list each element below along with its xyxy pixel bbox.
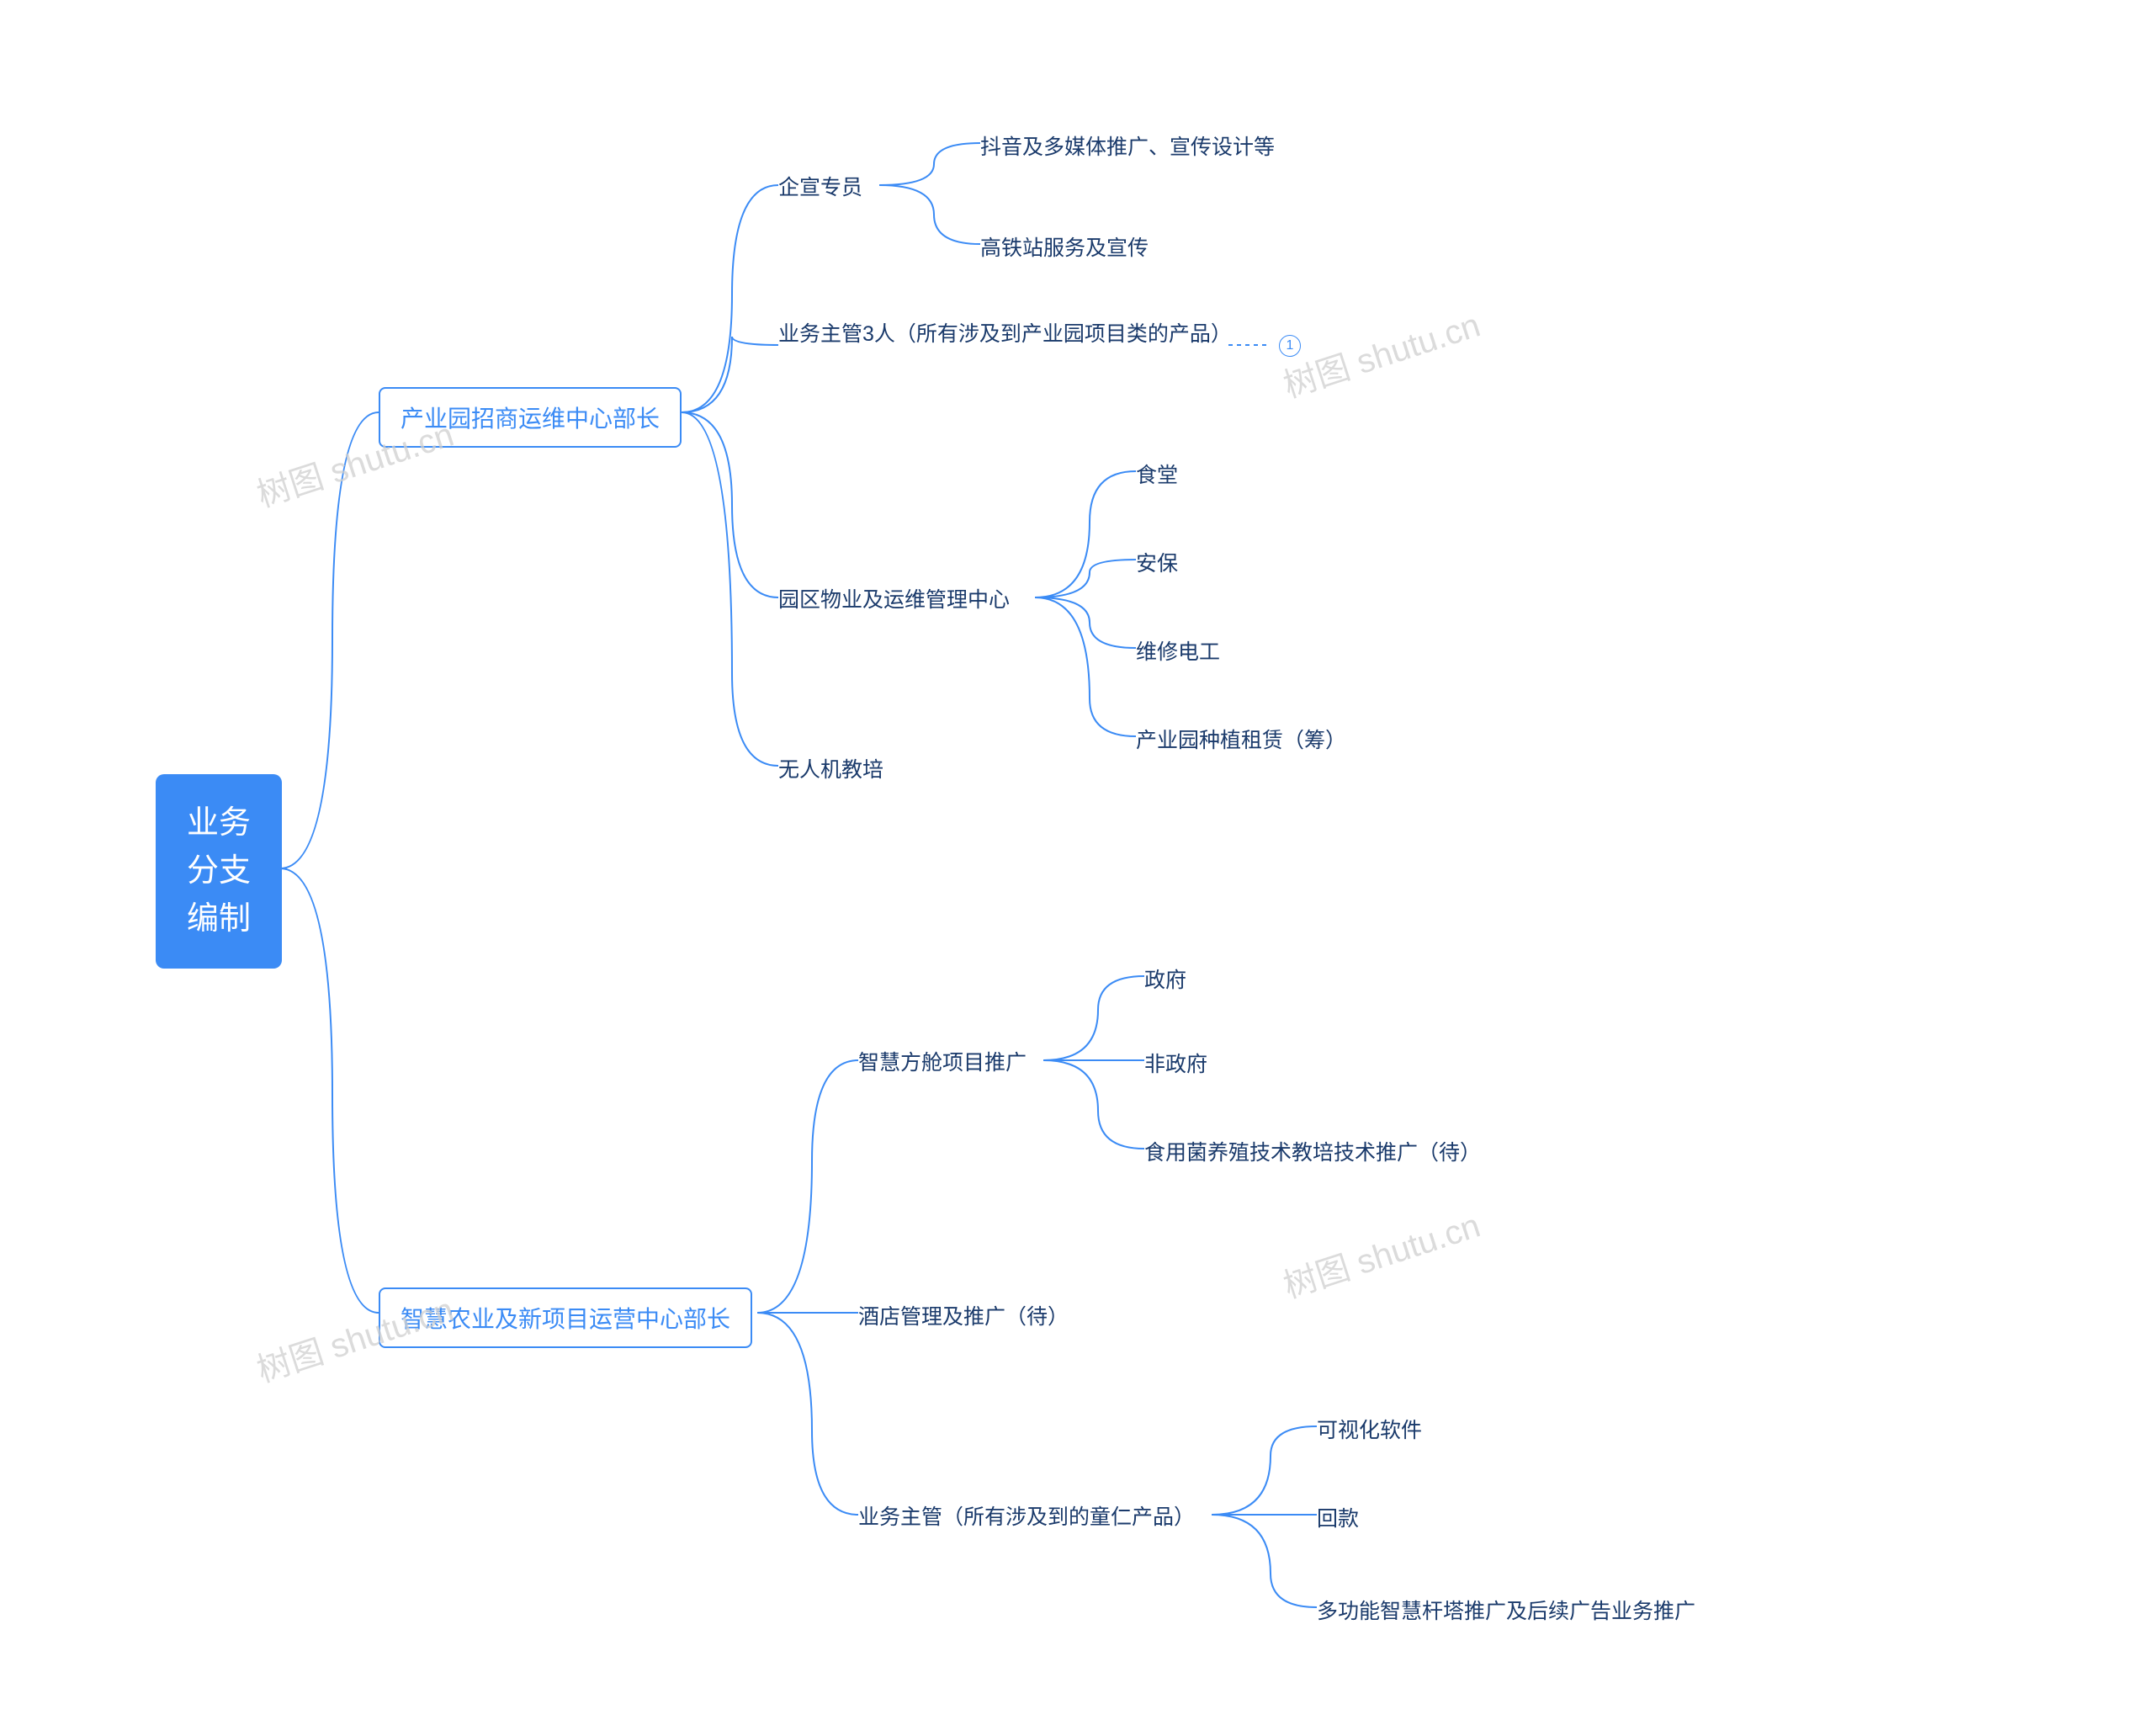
branch-1-child-0-1-label: 高铁站服务及宣传 — [980, 231, 1149, 262]
branch-2-child-0-0[interactable]: 政府 — [1144, 964, 1186, 994]
watermark: 树图 shutu.cn — [1276, 1198, 1485, 1308]
branch-1-child-2-0-label: 食堂 — [1136, 459, 1178, 489]
root-node[interactable]: 业务 分支 编制 — [156, 774, 282, 969]
branch-2-child-1[interactable]: 酒店管理及推广（待） — [858, 1300, 1069, 1330]
branch-1-child-3[interactable]: 无人机教培 — [778, 753, 883, 783]
branch-1-child-3-label: 无人机教培 — [778, 753, 883, 783]
branch-2-label: 智慧农业及新项目运营中心部长 — [401, 1301, 730, 1335]
branch-1-child-2-2-label: 维修电工 — [1136, 635, 1220, 666]
branch-2[interactable]: 智慧农业及新项目运营中心部长 — [379, 1287, 752, 1348]
watermark: 树图 shutu.cn — [1276, 298, 1485, 407]
branch-1-child-2-2[interactable]: 维修电工 — [1136, 635, 1220, 666]
branch-1-child-0-0-label: 抖音及多媒体推广、宣传设计等 — [980, 130, 1275, 161]
branch-2-child-0-label: 智慧方舱项目推广 — [858, 1046, 1027, 1076]
branch-2-child-2-2[interactable]: 多功能智慧杆塔推广及后续广告业务推广 — [1317, 1595, 1695, 1625]
branch-2-child-0-2[interactable]: 食用菌养殖技术教培技术推广（待） — [1144, 1136, 1481, 1166]
branch-2-child-2-2-label: 多功能智慧杆塔推广及后续广告业务推广 — [1317, 1595, 1695, 1625]
annotation-1-label: 1 — [1287, 338, 1294, 353]
branch-2-child-0-1[interactable]: 非政府 — [1144, 1048, 1207, 1078]
branch-1[interactable]: 产业园招商运维中心部长 — [379, 387, 682, 448]
branch-1-child-1-label: 业务主管3人（所有涉及到产业园项目类的产品） — [778, 320, 1224, 349]
annotation-1[interactable]: 1 — [1279, 335, 1301, 357]
branch-1-child-2-label: 园区物业及运维管理中心 — [778, 583, 1010, 613]
branch-1-child-2-0[interactable]: 食堂 — [1136, 459, 1178, 489]
branch-1-child-0-label: 企宣专员 — [778, 171, 862, 201]
branch-1-child-2-3[interactable]: 产业园种植租赁（筹） — [1136, 724, 1346, 754]
branch-2-child-2-0-label: 可视化软件 — [1317, 1414, 1422, 1444]
branch-1-child-2-3-label: 产业园种植租赁（筹） — [1136, 724, 1346, 754]
branch-2-child-2[interactable]: 业务主管（所有涉及到的童仁产品） — [858, 1500, 1195, 1531]
branch-2-child-0-0-label: 政府 — [1144, 964, 1186, 994]
branch-2-child-0[interactable]: 智慧方舱项目推广 — [858, 1046, 1027, 1076]
branch-1-label: 产业园招商运维中心部长 — [401, 401, 660, 434]
root-label: 业务 分支 编制 — [187, 799, 251, 943]
branch-1-child-2-1[interactable]: 安保 — [1136, 547, 1178, 577]
branch-2-child-2-1-label: 回款 — [1317, 1502, 1359, 1532]
branch-2-child-1-label: 酒店管理及推广（待） — [858, 1300, 1069, 1330]
branch-1-child-0[interactable]: 企宣专员 — [778, 171, 862, 201]
branch-1-child-2[interactable]: 园区物业及运维管理中心 — [778, 583, 1010, 613]
branch-1-child-0-0[interactable]: 抖音及多媒体推广、宣传设计等 — [980, 130, 1275, 161]
branch-1-child-0-1[interactable]: 高铁站服务及宣传 — [980, 231, 1149, 262]
branch-2-child-0-2-label: 食用菌养殖技术教培技术推广（待） — [1144, 1136, 1481, 1166]
branch-2-child-0-1-label: 非政府 — [1144, 1048, 1207, 1078]
branch-1-child-2-1-label: 安保 — [1136, 547, 1178, 577]
branch-2-child-2-1[interactable]: 回款 — [1317, 1502, 1359, 1532]
branch-2-child-2-label: 业务主管（所有涉及到的童仁产品） — [858, 1500, 1195, 1531]
branch-2-child-2-0[interactable]: 可视化软件 — [1317, 1414, 1422, 1444]
branch-1-child-1[interactable]: 业务主管3人（所有涉及到产业园项目类的产品） — [778, 320, 1224, 349]
